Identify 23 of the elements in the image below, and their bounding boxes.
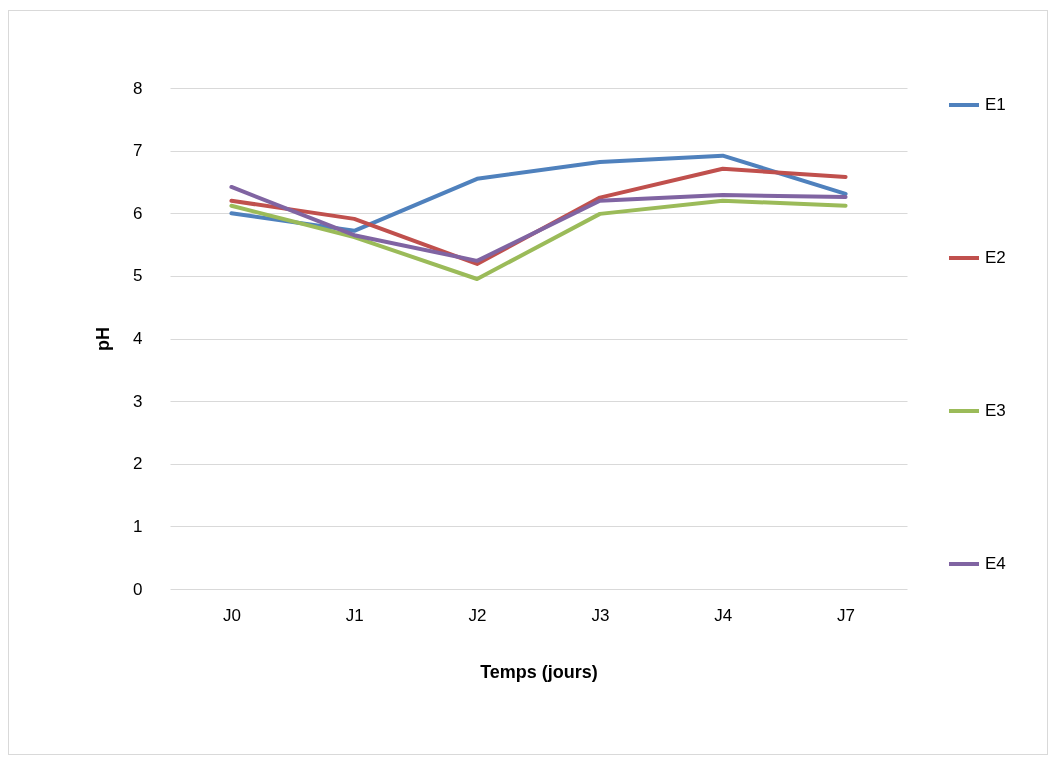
x-tick-label: J7	[837, 605, 856, 625]
y-tick-label: 0	[133, 579, 143, 599]
x-tick-label: J3	[591, 605, 610, 625]
y-tick-label: 8	[133, 78, 143, 98]
x-tick-label: J0	[222, 605, 241, 625]
x-tick-label: J4	[714, 605, 733, 625]
y-tick-label: 3	[133, 391, 143, 411]
y-tick-label: 7	[133, 141, 143, 161]
y-tick-label: 1	[133, 516, 143, 536]
y-tick-label: 4	[133, 329, 143, 348]
line-series	[229, 198, 848, 282]
legend-label: E3	[985, 401, 1006, 420]
y-tick-label: 6	[133, 203, 143, 223]
legend-label: E4	[985, 554, 1006, 573]
y-tick-label: 2	[133, 454, 143, 474]
x-tick-label: J1	[345, 605, 364, 625]
legend-label: E1	[985, 95, 1006, 114]
legend-label: E2	[985, 248, 1006, 267]
x-tick-label: J2	[468, 605, 487, 625]
line-series	[229, 184, 848, 263]
x-axis-title: Temps (jours)	[480, 661, 598, 682]
y-axis-title: pH	[93, 327, 114, 351]
y-tick-label: 5	[133, 266, 143, 286]
